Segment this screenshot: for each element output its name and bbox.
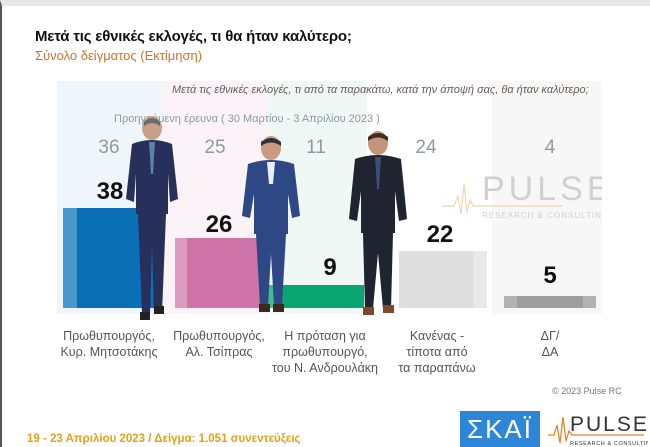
- value-androulakis: 9: [323, 254, 337, 281]
- value-dk: 5: [543, 262, 557, 289]
- category-label-dk: ΔΓ/ΔΑ: [540, 329, 560, 359]
- bar-dk: [504, 296, 596, 308]
- svg-text:PULSE: PULSE: [570, 413, 648, 436]
- value-mitsotakis: 38: [96, 178, 124, 205]
- column-bg-dk: [492, 81, 602, 314]
- bar-none: [399, 251, 487, 308]
- category-label-mitsotakis: Πρωθυπουργός, Κυρ. Μητσοτάκης: [60, 329, 158, 359]
- svg-text:RESEARCH & CONSULTING: RESEARCH & CONSULTING: [482, 211, 602, 220]
- svg-text:RESEARCH & CONSULTING: RESEARCH & CONSULTING: [570, 441, 648, 447]
- copyright-text: © 2023 Pulse RC: [552, 386, 622, 396]
- category-label-tsipras: Πρωθυπουργός, Αλ. Τσίπρας: [173, 329, 265, 359]
- page-subtitle: Σύνολο δείγματος (Εκτίμηση): [35, 48, 203, 63]
- value-tsipras: 26: [205, 211, 233, 238]
- previous-survey-label: Προηγούμενη έρευνα ( 30 Μαρτίου - 3 Απρι…: [114, 113, 380, 125]
- person-androulakis-image: [349, 131, 407, 315]
- pulse-logo: PULSE RESEARCH & CONSULTING: [548, 413, 648, 447]
- pulse-watermark-logo: PULSE RESEARCH & CONSULTING: [442, 170, 602, 220]
- svg-text:PULSE: PULSE: [482, 170, 602, 208]
- value-none: 22: [426, 221, 454, 248]
- category-label-none: Κανένας - τίποτα από τα παραπάνω: [398, 329, 476, 375]
- chart-question: Μετά τις εθνικές εκλογές, τι από τα παρα…: [172, 84, 589, 96]
- prev-value-mitsotakis: 36: [98, 137, 120, 158]
- fieldwork-info: 19 - 23 Απριλίου 2023 / Δείγμα: 1.051 συ…: [27, 433, 301, 445]
- person-mitsotakis-image: [126, 116, 178, 320]
- prev-value-dk: 4: [544, 137, 556, 158]
- bar-tsipras: [175, 238, 265, 308]
- category-label-androulakis: Η πρόταση για πρωθυπουργό, του Ν. Ανδρουλά…: [271, 329, 378, 375]
- prev-value-tsipras: 25: [204, 137, 226, 158]
- prev-value-androulakis: 11: [306, 137, 326, 158]
- skai-logo: ΣΚΑΪ: [460, 411, 540, 447]
- page-title: Μετά τις εθνικές εκλογές, τι θα ήταν καλ…: [35, 28, 352, 45]
- person-tsipras-image: [242, 136, 300, 312]
- prev-value-none: 24: [415, 137, 437, 158]
